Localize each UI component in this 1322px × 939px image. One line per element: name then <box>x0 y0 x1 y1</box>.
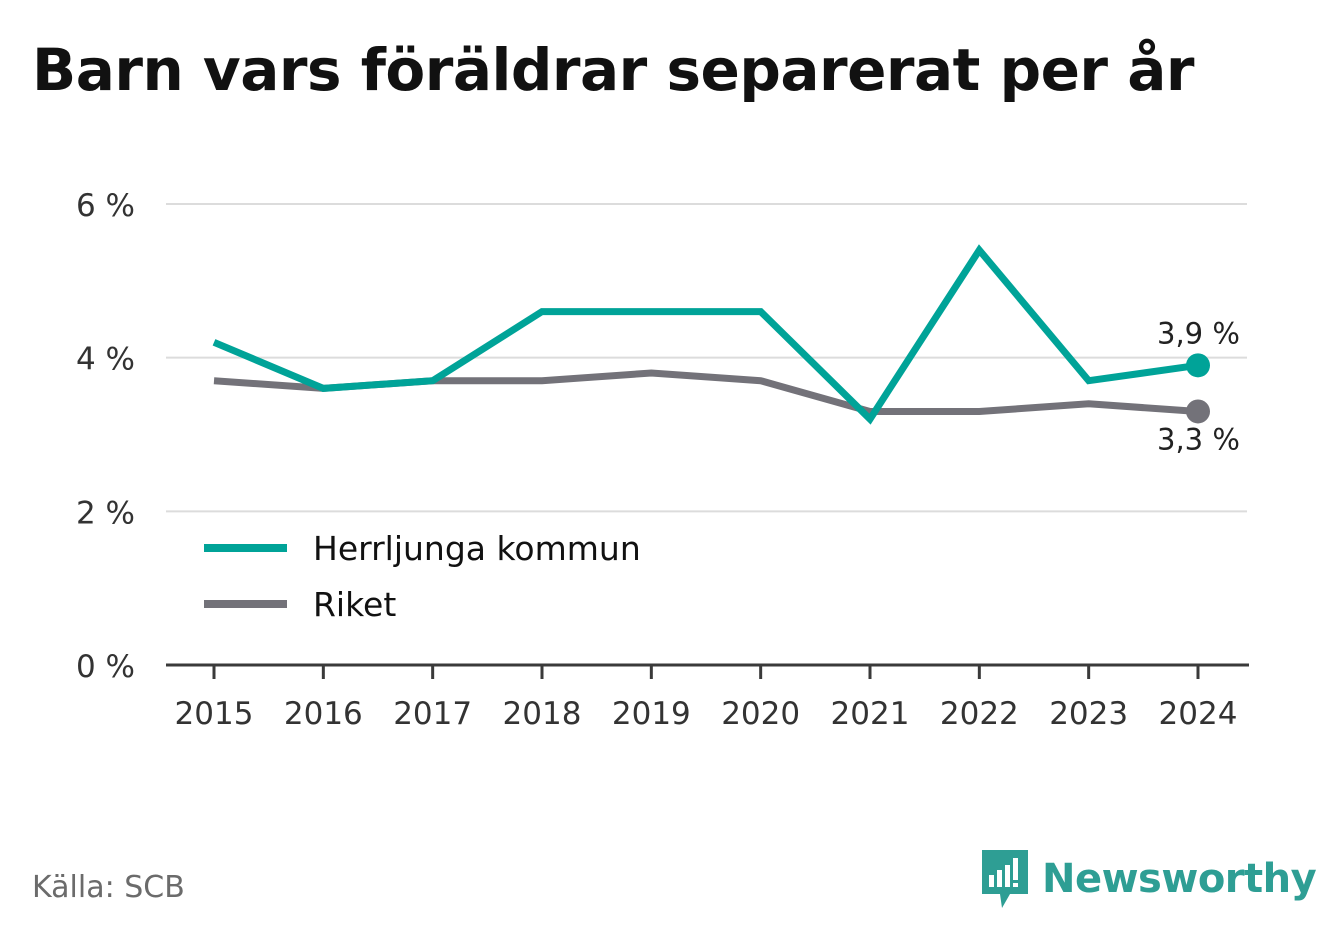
y-tick-label: 6 % <box>76 188 135 224</box>
end-marker-herrljunga <box>1186 353 1210 378</box>
end-marker-riket <box>1186 399 1210 424</box>
y-tick-label: 4 % <box>76 342 135 378</box>
y-tick-label: 0 % <box>76 649 135 685</box>
end-label-riket: 3,3 % <box>1157 422 1240 456</box>
series-line-herrljunga <box>212 244 1199 425</box>
x-tick-label: 2018 <box>503 696 582 732</box>
x-tick-label: 2015 <box>175 696 254 732</box>
x-tick-label: 2020 <box>721 696 800 732</box>
x-tick-label: 2023 <box>1049 696 1128 732</box>
x-tick-label: 2022 <box>940 696 1019 732</box>
newsworthy-logo: Newsworthy <box>980 848 1317 910</box>
legend-label-herrljunga: Herrljunga kommun <box>313 529 641 568</box>
x-tick-label: 2021 <box>831 696 910 732</box>
x-tick-label: 2017 <box>393 696 472 732</box>
newsworthy-logo-icon <box>982 850 1028 908</box>
x-tick-label: 2024 <box>1159 696 1238 732</box>
legend-label-riket: Riket <box>313 585 396 624</box>
y-tick-label: 2 % <box>76 495 135 531</box>
end-label-herrljunga: 3,9 % <box>1157 316 1240 350</box>
series-line-riket <box>213 369 1199 415</box>
chart-title: Barn vars föräldrar separerat per år <box>32 36 1194 104</box>
x-tick-label: 2016 <box>284 696 363 732</box>
brand-name: Newsworthy <box>1042 856 1317 902</box>
source-note: Källa: SCB <box>32 870 185 905</box>
x-tick-label: 2019 <box>612 696 691 732</box>
